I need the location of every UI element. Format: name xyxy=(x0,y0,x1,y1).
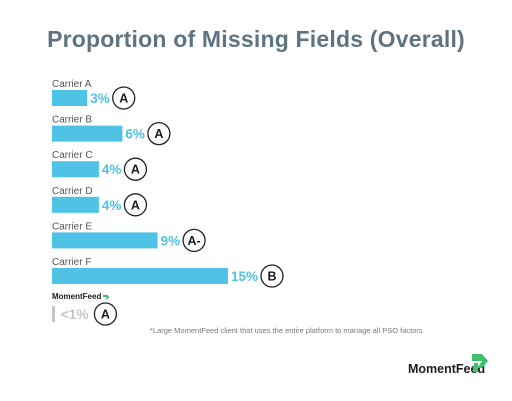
category-label: Carrier F xyxy=(52,257,91,268)
category-label: Carrier E xyxy=(52,221,92,232)
grade-circle xyxy=(260,264,284,288)
bar xyxy=(52,196,99,213)
reference-logo: MomentFeed xyxy=(52,292,111,302)
grade-circle xyxy=(123,157,148,181)
grade-circle xyxy=(147,121,171,146)
brand-logo-text: MomentFeed xyxy=(408,362,486,376)
value-label: 4% xyxy=(102,198,122,213)
value-label: 3% xyxy=(90,91,110,106)
grade-circle xyxy=(93,302,118,326)
grade-label: A xyxy=(101,308,110,322)
footnote: *Large MomentFeed client that uses the e… xyxy=(150,326,423,335)
grade-circle xyxy=(182,228,206,253)
grade-label: A xyxy=(119,92,128,106)
bar xyxy=(52,125,123,142)
bar xyxy=(52,232,158,249)
bar xyxy=(52,90,88,106)
grade-circle xyxy=(123,193,148,217)
value-label: 4% xyxy=(102,162,122,177)
grade-label: A- xyxy=(187,234,200,248)
value-label: 6% xyxy=(125,127,145,142)
value-label: 15% xyxy=(231,269,258,284)
category-label: Carrier A xyxy=(52,79,92,90)
bar xyxy=(52,161,99,178)
momentfeed-arrow-icon xyxy=(103,294,110,300)
chart-title: Proportion of Missing Fields (Overall) xyxy=(47,26,465,52)
grade-circle xyxy=(112,86,136,110)
grade-label: A xyxy=(131,198,140,212)
reference-value-label: <1% xyxy=(61,307,88,322)
momentfeed-arrow-icon xyxy=(472,354,488,372)
category-label: Carrier D xyxy=(52,186,93,197)
reference-name: MomentFeed xyxy=(52,292,102,301)
grade-label: A xyxy=(154,127,163,141)
category-label: Carrier B xyxy=(52,115,92,126)
category-label: Carrier C xyxy=(52,150,93,161)
bar xyxy=(52,268,228,284)
value-label: 9% xyxy=(161,233,181,248)
reference-bar xyxy=(52,306,55,322)
grade-label: B xyxy=(267,270,276,284)
grade-label: A xyxy=(131,163,140,177)
